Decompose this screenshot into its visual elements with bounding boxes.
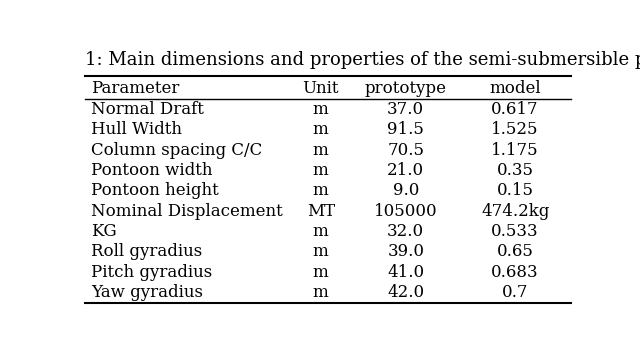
Text: m: m <box>313 142 328 159</box>
Text: 0.15: 0.15 <box>497 182 534 199</box>
Text: m: m <box>313 284 328 301</box>
Text: 1: Main dimensions and properties of the semi-submersible plat: 1: Main dimensions and properties of the… <box>85 51 640 69</box>
Text: Pitch gyradius: Pitch gyradius <box>91 264 212 281</box>
Text: 32.0: 32.0 <box>387 223 424 240</box>
Text: prototype: prototype <box>365 81 447 97</box>
Text: 70.5: 70.5 <box>387 142 424 159</box>
Text: Unit: Unit <box>303 81 339 97</box>
Text: 37.0: 37.0 <box>387 101 424 118</box>
Text: 0.65: 0.65 <box>497 243 534 261</box>
Text: m: m <box>313 243 328 261</box>
Text: 91.5: 91.5 <box>387 121 424 138</box>
Text: 42.0: 42.0 <box>387 284 424 301</box>
Text: 0.617: 0.617 <box>492 101 539 118</box>
Text: Hull Width: Hull Width <box>91 121 182 138</box>
Text: m: m <box>313 264 328 281</box>
Text: 105000: 105000 <box>374 203 438 220</box>
Text: m: m <box>313 121 328 138</box>
Text: Normal Draft: Normal Draft <box>91 101 204 118</box>
Text: Pontoon width: Pontoon width <box>91 162 212 179</box>
Text: Nominal Displacement: Nominal Displacement <box>91 203 283 220</box>
Text: 474.2kg: 474.2kg <box>481 203 549 220</box>
Text: model: model <box>490 81 541 97</box>
Text: 1.525: 1.525 <box>492 121 539 138</box>
Text: 0.683: 0.683 <box>492 264 539 281</box>
Text: Yaw gyradius: Yaw gyradius <box>91 284 203 301</box>
Text: KG: KG <box>91 223 116 240</box>
Text: 41.0: 41.0 <box>387 264 424 281</box>
Text: m: m <box>313 101 328 118</box>
Text: 0.35: 0.35 <box>497 162 534 179</box>
Text: Parameter: Parameter <box>91 81 179 97</box>
Text: 9.0: 9.0 <box>392 182 419 199</box>
Text: 0.7: 0.7 <box>502 284 529 301</box>
Text: MT: MT <box>307 203 335 220</box>
Text: m: m <box>313 182 328 199</box>
Text: m: m <box>313 223 328 240</box>
Text: 1.175: 1.175 <box>492 142 539 159</box>
Text: 0.533: 0.533 <box>492 223 539 240</box>
Text: Roll gyradius: Roll gyradius <box>91 243 202 261</box>
Text: 39.0: 39.0 <box>387 243 424 261</box>
Text: m: m <box>313 162 328 179</box>
Text: Column spacing C/C: Column spacing C/C <box>91 142 262 159</box>
Text: Pontoon height: Pontoon height <box>91 182 219 199</box>
Text: 21.0: 21.0 <box>387 162 424 179</box>
